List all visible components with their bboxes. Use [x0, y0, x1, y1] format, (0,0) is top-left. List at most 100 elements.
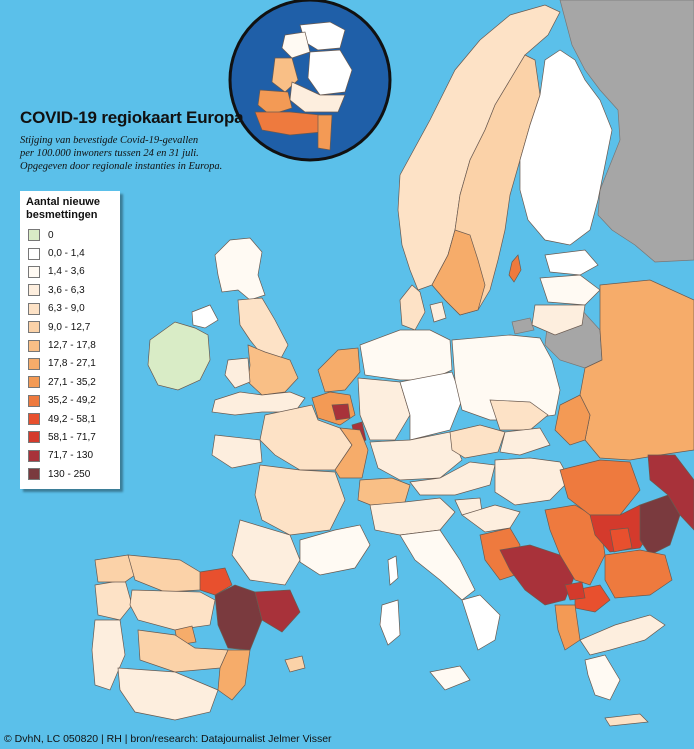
legend-item: 58,1 - 71,7: [20, 428, 120, 446]
region-lithuania: [531, 304, 586, 336]
region-kosovo: [564, 581, 586, 601]
region-catalonia: [254, 589, 301, 633]
region-greece-south: [584, 654, 621, 701]
region-wales: [224, 357, 251, 389]
region-germany-east: [399, 371, 463, 441]
region-north-england: [237, 297, 289, 361]
region-castile-leon: [129, 589, 216, 631]
region-england-south: [211, 391, 306, 416]
legend-swatch: [28, 339, 40, 352]
legend-title-line-2: besmettingen: [26, 209, 98, 221]
legend-swatch: [28, 265, 40, 278]
region-antwerp: [331, 403, 351, 421]
legend: Aantal nieuwe besmettingen 0 0,0 - 1,4 1,4…: [20, 191, 120, 490]
legend-item: 0,0 - 1,4: [20, 244, 120, 262]
legend-swatch: [28, 431, 40, 444]
region-poland-south: [489, 399, 549, 431]
region-ukraine: [579, 279, 694, 461]
legend-item: 12,7 - 17,8: [20, 336, 120, 354]
legend-swatch: [28, 247, 40, 260]
legend-item: 6,3 - 9,0: [20, 300, 120, 318]
legend-swatch: [28, 413, 40, 426]
legend-swatch: [28, 394, 40, 407]
legend-swatch: [28, 284, 40, 297]
region-crete: [604, 713, 649, 727]
inset-limburg: [317, 114, 333, 151]
region-spain-north: [127, 554, 206, 593]
legend-swatch: [28, 449, 40, 462]
inset-drenthe-overijssel: [307, 49, 353, 96]
region-hungary: [494, 457, 571, 506]
region-valencia: [217, 649, 251, 701]
region-sicily: [429, 665, 471, 691]
legend-label: 130 - 250: [48, 468, 91, 480]
legend-label: 49,2 - 58,1: [48, 413, 96, 425]
region-moldova: [647, 454, 694, 531]
legend-label: 3,6 - 6,3: [48, 284, 85, 296]
legend-item: 3,6 - 6,3: [20, 281, 120, 299]
subtitle-line-2: per 100.000 inwoners tussen 24 en 31 jul…: [20, 148, 199, 159]
region-italy-north: [369, 497, 456, 536]
legend-item: 1,4 - 3,6: [20, 263, 120, 281]
map-title: COVID-19 regiokaart Europa: [20, 108, 244, 127]
region-france-centre: [254, 464, 346, 536]
region-romania-bucharest: [609, 527, 633, 553]
legend-item: 49,2 - 58,1: [20, 410, 120, 428]
region-czechia: [449, 424, 506, 459]
inset-south-holland: [257, 89, 293, 116]
legend-item: 17,8 - 27,1: [20, 355, 120, 373]
footer-credit: © DvhN, LC 050820 | RH | bron/research: …: [4, 733, 332, 745]
region-sweden-south: [431, 229, 486, 316]
region-scotland: [214, 237, 266, 301]
legend-label: 35,2 - 49,2: [48, 395, 96, 407]
region-ukraine-west: [554, 394, 591, 446]
region-galicia: [94, 554, 136, 583]
legend-label: 58,1 - 71,7: [48, 431, 96, 443]
legend-label: 0,0 - 1,4: [48, 248, 85, 260]
region-croatia: [461, 504, 521, 533]
legend-swatch: [28, 357, 40, 370]
region-france-southwest: [231, 519, 301, 586]
region-ireland: [147, 321, 211, 391]
region-sardinia: [379, 599, 401, 646]
region-denmark: [399, 284, 426, 331]
legend-label: 1,4 - 3,6: [48, 266, 85, 278]
subtitle-line-3: Opgegeven door regionale instanties in E…: [20, 161, 223, 172]
region-gotland: [508, 254, 522, 283]
region-estonia: [544, 249, 599, 276]
region-netherlands: [317, 347, 361, 393]
region-basque-navarra: [199, 567, 233, 596]
legend-swatch: [28, 321, 40, 334]
legend-label: 9,0 - 12,7: [48, 321, 91, 333]
legend-label: 12,7 - 17,8: [48, 340, 96, 352]
region-italy-centre: [399, 529, 476, 601]
region-brittany: [211, 434, 263, 469]
legend-label: 71,7 - 130: [48, 450, 94, 462]
region-portugal-south: [91, 619, 126, 691]
kaliningrad-area: [511, 317, 535, 335]
region-portugal-north: [94, 579, 133, 621]
legend-item: 0: [20, 226, 120, 244]
legend-title: Aantal nieuwe besmettingen: [20, 196, 120, 226]
legend-item: 35,2 - 49,2: [20, 392, 120, 410]
region-corsica: [387, 555, 399, 586]
legend-swatch: [28, 229, 40, 242]
legend-label: 0: [48, 229, 54, 241]
region-bosnia: [499, 544, 576, 606]
region-bavaria: [369, 431, 463, 481]
region-italy-south: [461, 594, 501, 651]
region-denmark-isles: [429, 301, 447, 323]
region-slovakia: [499, 427, 551, 456]
legend-item: 130 - 250: [20, 465, 120, 483]
region-greece-north: [579, 614, 666, 656]
legend-title-line-1: Aantal nieuwe: [26, 196, 100, 208]
region-latvia: [539, 274, 601, 306]
subtitle-line-1: Stijging van bevestigde Covid-19-gevalle…: [20, 135, 199, 146]
inset-friesland: [281, 31, 311, 59]
legend-rows: 0 0,0 - 1,4 1,4 - 3,6 3,6 - 6,3 6,3 - 9,0 9,0…: [20, 226, 120, 483]
region-northern-ireland: [191, 304, 219, 329]
legend-label: 6,3 - 9,0: [48, 303, 85, 315]
legend-swatch: [28, 376, 40, 389]
legend-item: 71,7 - 130: [20, 447, 120, 465]
